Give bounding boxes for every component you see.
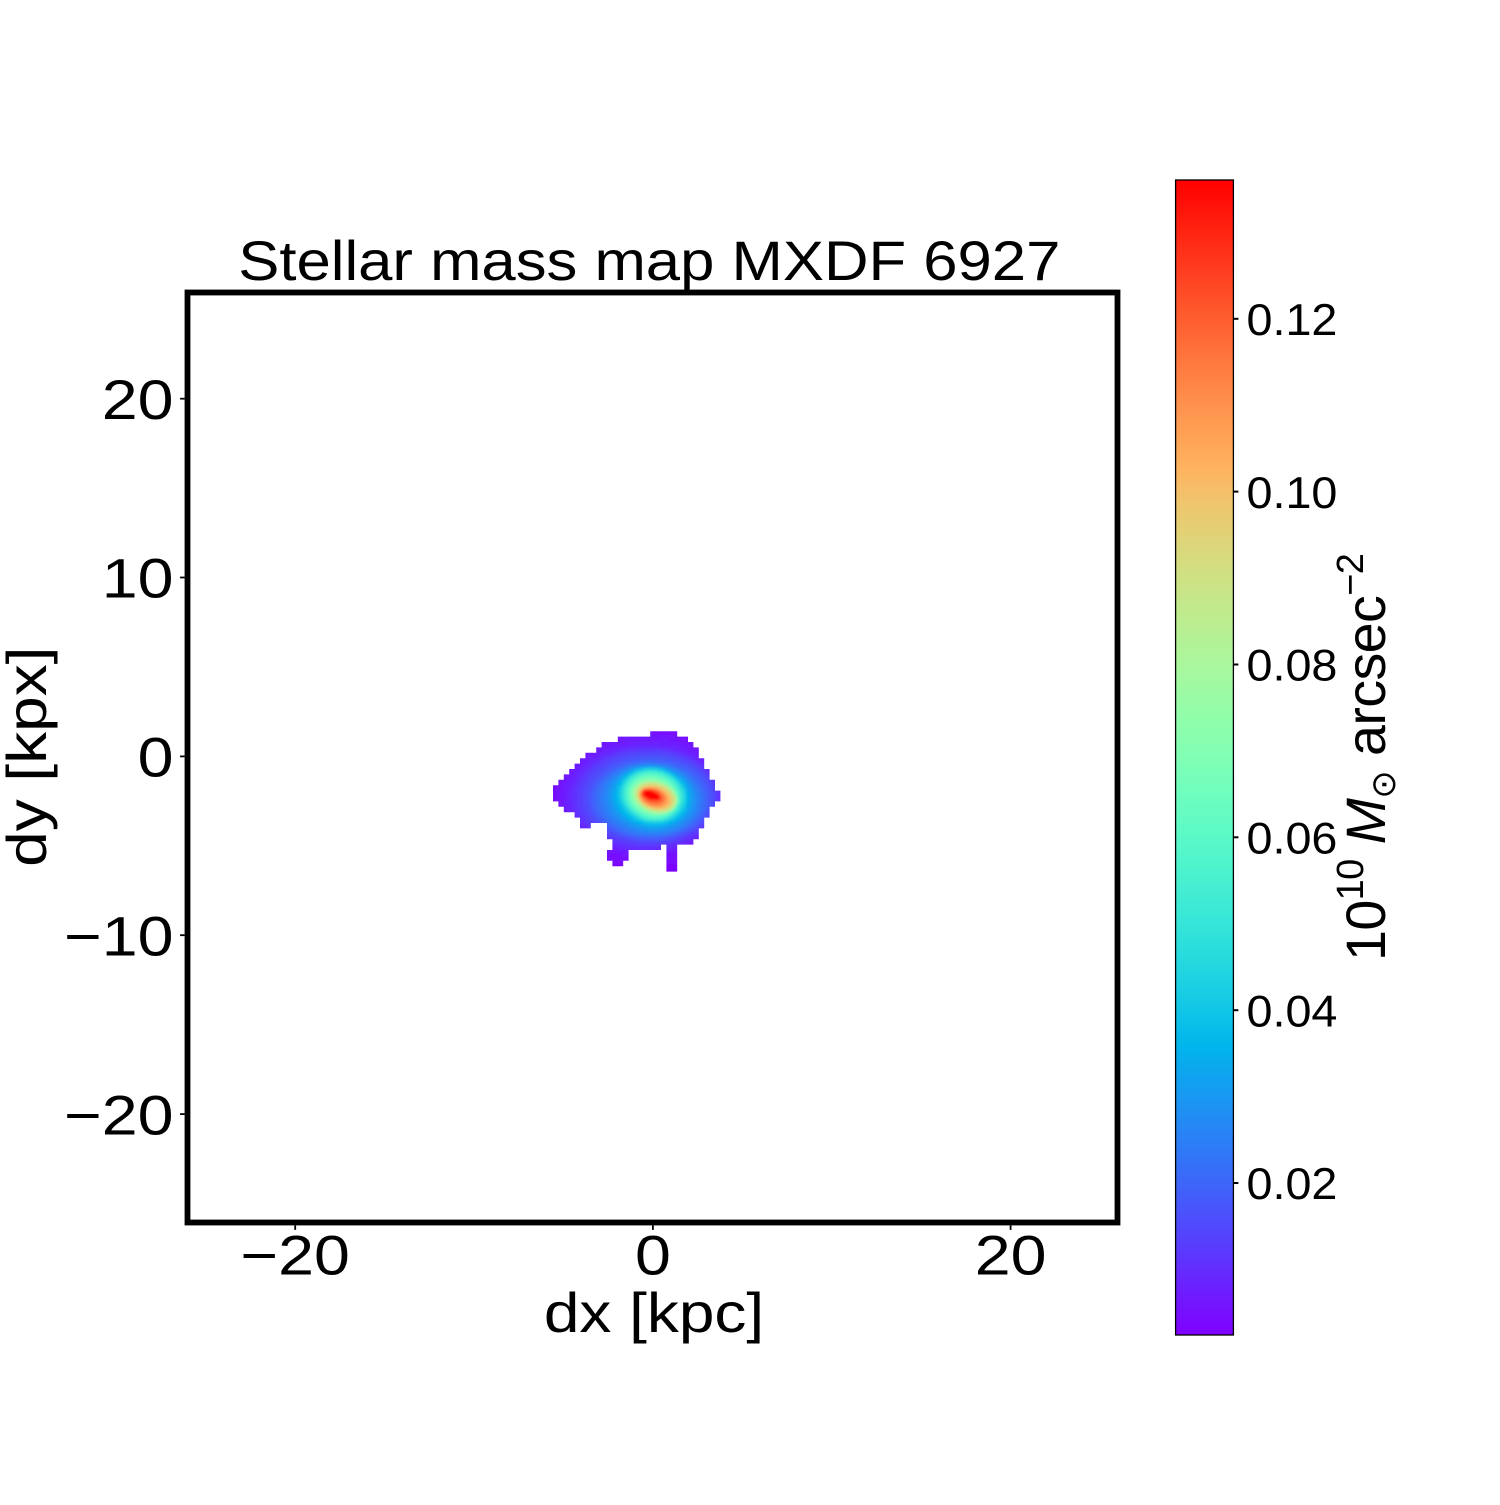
svg-text:0: 0 (635, 1224, 671, 1287)
svg-text:0.04: 0.04 (1247, 986, 1338, 1036)
svg-text:0.08: 0.08 (1247, 641, 1338, 691)
svg-text:20: 20 (975, 1224, 1047, 1287)
svg-text:20: 20 (102, 368, 174, 431)
svg-text:10: 10 (102, 547, 174, 610)
svg-text:0: 0 (138, 726, 174, 789)
svg-text:Stellar mass map MXDF 6927: Stellar mass map MXDF 6927 (238, 231, 1060, 293)
svg-text:dy [kpx]: dy [kpx] (0, 647, 58, 867)
svg-text:0.06: 0.06 (1247, 814, 1338, 864)
svg-text:0.10: 0.10 (1247, 468, 1338, 518)
svg-text:1010 M⊙ arcsec−2: 1010 M⊙ arcsec−2 (1330, 554, 1403, 961)
svg-text:0.02: 0.02 (1247, 1159, 1338, 1209)
svg-text:−20: −20 (241, 1224, 350, 1287)
svg-text:−20: −20 (64, 1084, 173, 1147)
svg-text:dx [kpc]: dx [kpc] (544, 1282, 764, 1344)
svg-text:−10: −10 (64, 905, 173, 968)
svg-text:0.12: 0.12 (1247, 295, 1338, 345)
